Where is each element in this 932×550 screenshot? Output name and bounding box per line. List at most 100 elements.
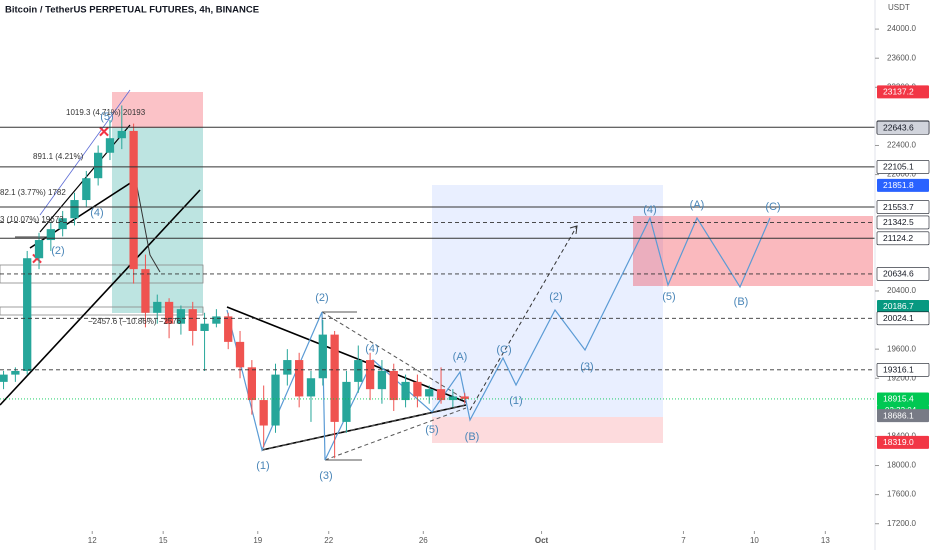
price-badge-label: 18686.1 [883, 410, 914, 420]
wave-label: (B) [465, 431, 480, 443]
wave-label: (B) [734, 296, 749, 308]
price-badge [876, 160, 930, 174]
candle-body [401, 381, 410, 401]
candle-body [460, 396, 469, 399]
channel-line [39, 89, 131, 216]
wave-label: (5) [425, 424, 438, 436]
profit-zone [112, 128, 203, 313]
price-badge [877, 409, 929, 423]
candle-body [176, 309, 186, 324]
price-badge [877, 299, 929, 313]
y-tick-label: 20400.0 [887, 286, 916, 295]
trend-line [0, 189, 201, 406]
wave-path [226, 216, 771, 461]
chart-title: Bitcoin / TetherUS PERPETUAL FUTURES, 4h… [5, 5, 259, 16]
price-badge-label: 20186.7 [883, 301, 914, 311]
price-badge [876, 363, 930, 377]
candle-body [0, 374, 8, 382]
candle-body [448, 396, 458, 401]
wave-label: (2) [51, 245, 64, 257]
candle-body [164, 301, 174, 324]
x-tick-label: 7 [681, 536, 686, 545]
x-tick-label: 13 [821, 536, 830, 545]
price-badge [877, 85, 929, 99]
price-badge [876, 311, 930, 326]
projection-zone [432, 185, 663, 417]
price-badge-label: 23137.2 [883, 87, 914, 97]
y-tick-label: 22000.0 [887, 170, 916, 179]
labels: (5) (4) (2) (1) (2) (3) (4) (5) (A) (B) (C) (1) (2) (… [0, 108, 781, 482]
candle-body [436, 389, 446, 401]
candle-body [94, 152, 103, 179]
price-badge-label: 22643.6 [883, 123, 914, 133]
wave-label: (3) [580, 361, 593, 373]
price-badge-label: 21124.2 [883, 233, 913, 243]
y-tick-label: 23600.0 [887, 53, 916, 62]
candle-body [188, 309, 197, 331]
price-badge [877, 435, 929, 449]
wave-label: (2) [549, 291, 562, 303]
price-badge-label: 19316.1 [883, 365, 914, 375]
candle-body [46, 229, 55, 241]
candle-body [271, 374, 280, 426]
stop-zone [112, 92, 203, 128]
wave-label: (A) [690, 199, 705, 211]
price-badge [876, 267, 930, 281]
candle-body [247, 367, 256, 401]
candle-body [141, 269, 150, 313]
wave-label: (3) [319, 470, 332, 482]
candle-body [365, 360, 375, 390]
candle-body [295, 360, 304, 397]
cross-mark: ✕ [98, 124, 111, 141]
y-tick-label: 19600.0 [887, 344, 916, 353]
price-badge [876, 120, 930, 135]
candle-body [224, 316, 233, 342]
y-tick-label: 24000.0 [887, 24, 916, 33]
x-tick-label: 12 [88, 536, 97, 545]
price-badge [876, 200, 930, 214]
dashed-line [321, 311, 467, 401]
x-tick-label: 22 [324, 536, 333, 545]
price-badge-label: 21553.7 [883, 202, 914, 212]
invalid-zone [432, 417, 663, 443]
price-badge-label: 20024.1 [883, 313, 914, 323]
price-badge-label: 20634.6 [883, 269, 914, 279]
x-tick-label: 26 [419, 536, 428, 545]
candle-body [129, 130, 138, 270]
candle-body [389, 370, 398, 401]
candle-body [58, 218, 67, 230]
axis-unit: USDT [888, 3, 910, 12]
candle-body [82, 178, 91, 201]
candle-body [11, 370, 20, 375]
candle-body [377, 370, 387, 390]
candle-body [330, 334, 339, 422]
wave-label: (1) [509, 395, 522, 407]
candle-body [259, 400, 268, 426]
wave-label: (5) [662, 291, 675, 303]
measure-label: 891.1 (4.21%) [33, 152, 84, 161]
wave-label: (2) [315, 292, 328, 304]
x-tick-label: Oct [535, 536, 549, 545]
x-tick-label: 10 [750, 536, 759, 545]
y-tick-label: 17600.0 [887, 490, 916, 499]
price-badge [877, 178, 929, 192]
wave-label: (4) [643, 204, 656, 216]
candle-body [425, 389, 434, 397]
price-badge-label: 21851.8 [883, 180, 914, 190]
wave-label: (A) [453, 351, 468, 363]
measure-label: 1019.3 (4.71%) 20193 [66, 108, 146, 117]
candle-body [283, 360, 292, 375]
candle-body [23, 258, 32, 371]
wave-label: (C) [496, 344, 511, 356]
candle-body [70, 200, 79, 219]
candle-body [200, 323, 209, 331]
y-tick-label: 22400.0 [887, 141, 916, 150]
candle-body [413, 381, 422, 397]
wave-label: (4) [90, 207, 103, 219]
candle-body [306, 378, 316, 397]
candle-body [318, 334, 327, 379]
price-badge-label: 18319.0 [883, 437, 914, 447]
arrow-head [569, 225, 578, 235]
y-tick-label: 17200.0 [887, 519, 916, 528]
